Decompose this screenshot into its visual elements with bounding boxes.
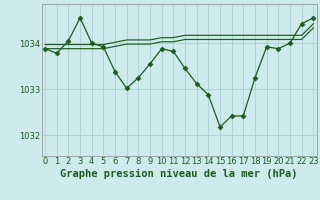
X-axis label: Graphe pression niveau de la mer (hPa): Graphe pression niveau de la mer (hPa) xyxy=(60,169,298,179)
